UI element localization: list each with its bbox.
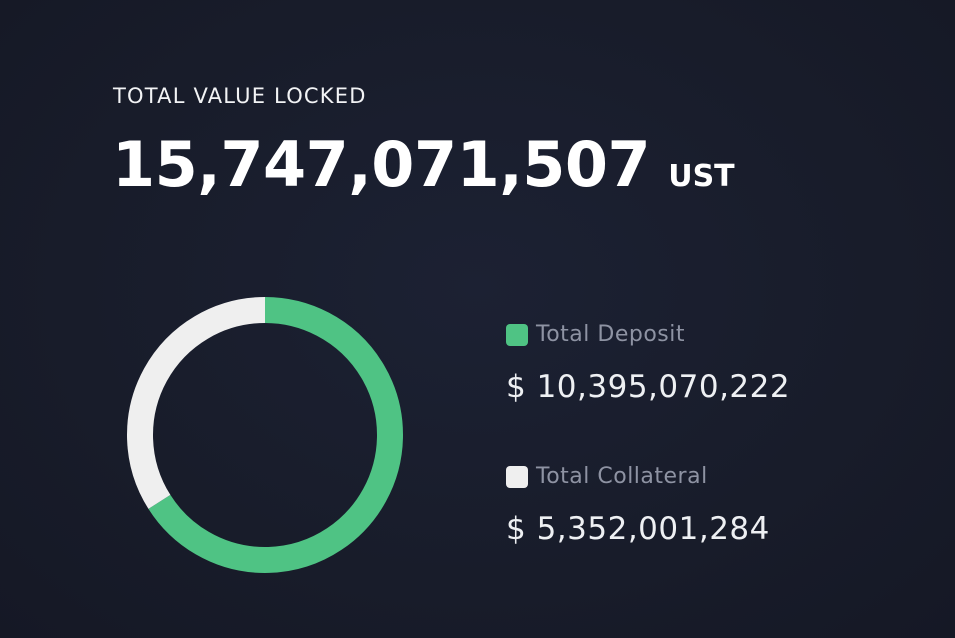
legend-swatch-collateral (506, 465, 528, 488)
legend-swatch-deposit (506, 323, 528, 346)
tvl-unit: UST (668, 159, 735, 194)
legend-value-collateral: $ 5,352,001,284 (506, 511, 770, 547)
legend-label-deposit: Total Deposit (536, 322, 685, 347)
tvl-donut-chart (127, 297, 403, 573)
legend-label-collateral: Total Collateral (536, 464, 708, 489)
tvl-value-row: 15,747,071,507 UST (112, 128, 735, 201)
donut-slice-total-deposit (148, 297, 403, 573)
donut-slice-total-collateral (127, 297, 266, 509)
tvl-label: TOTAL VALUE LOCKED (113, 84, 367, 108)
tvl-value: 15,747,071,507 (112, 128, 651, 201)
legend-item-total-collateral: Total Collateral $ 5,352,001,284 (506, 464, 770, 547)
legend-item-total-deposit: Total Deposit $ 10,395,070,222 (506, 322, 790, 405)
legend-value-deposit: $ 10,395,070,222 (506, 369, 791, 405)
